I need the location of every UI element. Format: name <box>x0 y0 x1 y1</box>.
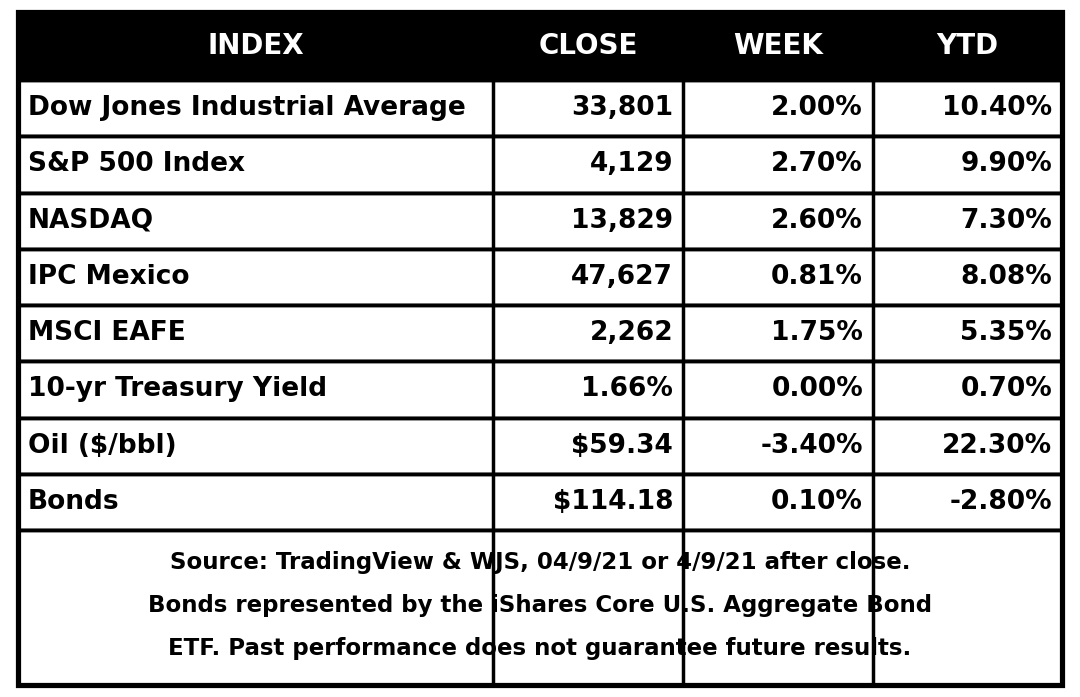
Text: IPC Mexico: IPC Mexico <box>28 264 189 290</box>
Text: $114.18: $114.18 <box>553 489 673 515</box>
Bar <box>18 530 1062 685</box>
Text: 10-yr Treasury Yield: 10-yr Treasury Yield <box>28 376 327 402</box>
Text: Bonds represented by the iShares Core U.S. Aggregate Bond: Bonds represented by the iShares Core U.… <box>148 594 932 617</box>
Text: -2.80%: -2.80% <box>949 489 1052 515</box>
Text: 0.10%: 0.10% <box>771 489 863 515</box>
Text: 13,829: 13,829 <box>571 208 673 233</box>
Text: 1.75%: 1.75% <box>771 320 863 346</box>
Text: 0.70%: 0.70% <box>960 376 1052 402</box>
Bar <box>18 80 1062 136</box>
Text: Source: TradingView & WJS, 04/9/21 or 4/9/21 after close.: Source: TradingView & WJS, 04/9/21 or 4/… <box>170 551 910 574</box>
Text: 33,801: 33,801 <box>571 95 673 121</box>
Text: WEEK: WEEK <box>733 32 823 60</box>
Bar <box>18 12 1062 80</box>
Text: $59.34: $59.34 <box>571 433 673 459</box>
Text: CLOSE: CLOSE <box>538 32 637 60</box>
Text: 2,262: 2,262 <box>590 320 673 346</box>
Text: ETF. Past performance does not guarantee future results.: ETF. Past performance does not guarantee… <box>168 637 912 660</box>
Bar <box>18 249 1062 305</box>
Text: 8.08%: 8.08% <box>960 264 1052 290</box>
Text: 9.90%: 9.90% <box>960 151 1052 177</box>
Text: 0.81%: 0.81% <box>771 264 863 290</box>
Text: 2.00%: 2.00% <box>771 95 863 121</box>
Text: S&P 500 Index: S&P 500 Index <box>28 151 245 177</box>
Text: MSCI EAFE: MSCI EAFE <box>28 320 186 346</box>
Text: Dow Jones Industrial Average: Dow Jones Industrial Average <box>28 95 465 121</box>
Text: 4,129: 4,129 <box>590 151 673 177</box>
Text: 2.60%: 2.60% <box>771 208 863 233</box>
Bar <box>18 418 1062 474</box>
Bar <box>18 361 1062 418</box>
Text: 10.40%: 10.40% <box>942 95 1052 121</box>
Text: NASDAQ: NASDAQ <box>28 208 154 233</box>
Bar <box>18 305 1062 361</box>
Bar <box>18 474 1062 530</box>
Text: Bonds: Bonds <box>28 489 120 515</box>
Text: 22.30%: 22.30% <box>942 433 1052 459</box>
Text: 1.66%: 1.66% <box>581 376 673 402</box>
Text: YTD: YTD <box>936 32 999 60</box>
Text: 5.35%: 5.35% <box>960 320 1052 346</box>
Text: INDEX: INDEX <box>207 32 303 60</box>
Bar <box>18 136 1062 192</box>
Text: 2.70%: 2.70% <box>771 151 863 177</box>
Text: -3.40%: -3.40% <box>760 433 863 459</box>
Text: 0.00%: 0.00% <box>771 376 863 402</box>
Text: Oil ($/bbl): Oil ($/bbl) <box>28 433 177 459</box>
Text: 7.30%: 7.30% <box>960 208 1052 233</box>
Bar <box>18 192 1062 249</box>
Text: 47,627: 47,627 <box>571 264 673 290</box>
